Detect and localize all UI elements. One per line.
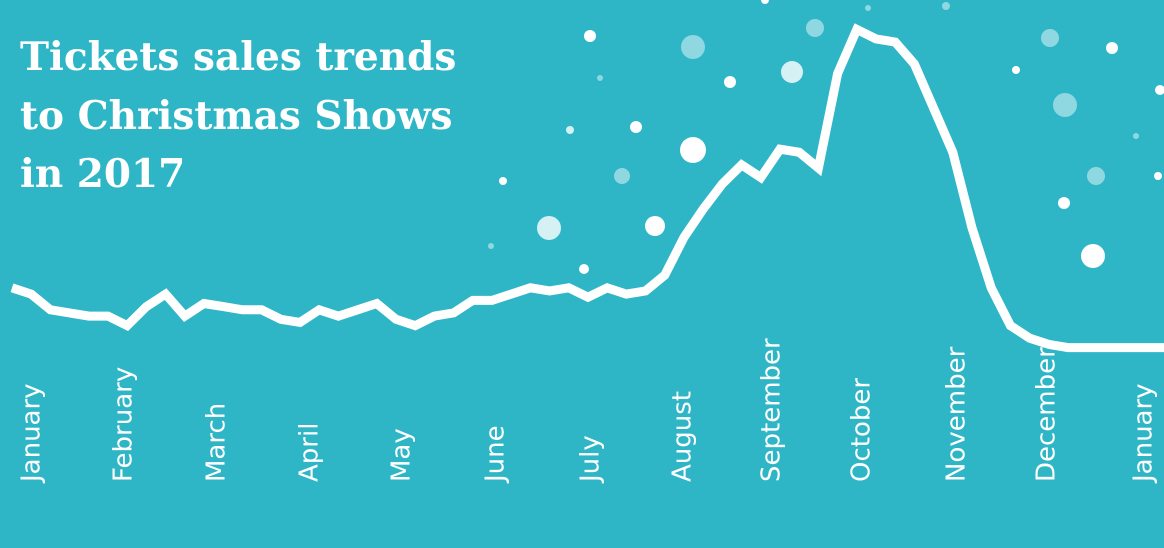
chart-title: Tickets sales trends to Christmas Shows … bbox=[20, 34, 457, 197]
snowflake-dot bbox=[1058, 197, 1070, 209]
snowflake-dot bbox=[1155, 85, 1164, 95]
snowflake-dot bbox=[865, 5, 871, 11]
snowflake-dot bbox=[942, 2, 950, 10]
x-tick-label: January bbox=[1129, 383, 1159, 484]
x-tick-label: January bbox=[17, 383, 47, 484]
x-tick-label: July bbox=[576, 435, 606, 484]
x-tick-label: May bbox=[387, 428, 417, 482]
snowflake-dot bbox=[1081, 244, 1105, 268]
snowflake-dot bbox=[488, 243, 494, 249]
snowflake-dot bbox=[614, 168, 630, 184]
snowflake-dot bbox=[499, 177, 507, 185]
snowflake-decoration bbox=[488, 0, 1164, 274]
snowflake-dot bbox=[537, 216, 561, 240]
snowflake-dot bbox=[630, 121, 642, 133]
snowflake-dot bbox=[761, 0, 769, 4]
x-tick-label: November bbox=[942, 346, 972, 482]
snowflake-dot bbox=[645, 216, 665, 236]
snowflake-dot bbox=[1106, 42, 1118, 54]
snowflake-dot bbox=[584, 30, 596, 42]
snowflake-dot bbox=[1154, 172, 1162, 180]
x-tick-label: April bbox=[295, 423, 325, 482]
snowflake-dot bbox=[1133, 133, 1139, 139]
snowflake-dot bbox=[806, 19, 824, 37]
snowflake-dot bbox=[724, 76, 736, 88]
x-axis-tick-labels: January February March April May June July Augu… bbox=[17, 338, 1159, 484]
x-tick-label: February bbox=[109, 367, 139, 482]
snowflake-dot bbox=[681, 35, 705, 59]
snowflake-dot bbox=[1087, 167, 1105, 185]
snowflake-dot bbox=[579, 264, 589, 274]
x-tick-label: September bbox=[757, 338, 787, 482]
snowflake-dot bbox=[1012, 66, 1020, 74]
x-tick-label: March bbox=[202, 403, 232, 482]
series-line bbox=[10, 23, 1164, 353]
snowflake-dot bbox=[781, 61, 803, 83]
snowflake-dot bbox=[1053, 93, 1077, 117]
snowflake-dot bbox=[1041, 29, 1059, 47]
x-tick-label: June bbox=[481, 425, 511, 484]
x-tick-label: December bbox=[1032, 347, 1062, 482]
snowflake-dot bbox=[680, 137, 706, 163]
x-tick-label: October bbox=[847, 378, 877, 482]
x-tick-label: August bbox=[668, 391, 698, 482]
snowflake-dot bbox=[566, 126, 574, 134]
line-series bbox=[10, 23, 1164, 353]
snowflake-dot bbox=[597, 75, 603, 81]
